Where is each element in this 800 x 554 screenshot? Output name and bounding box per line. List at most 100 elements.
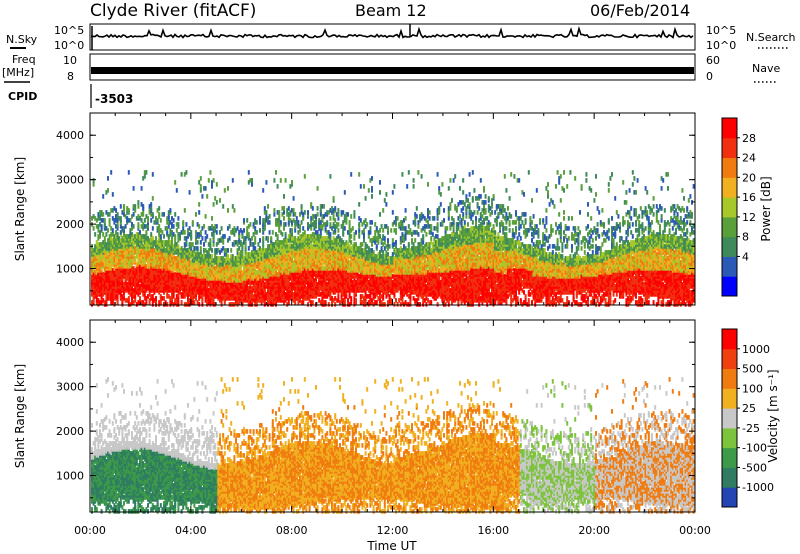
echo-cell (129, 252, 132, 257)
echo-cell (260, 248, 263, 253)
echo-cell (95, 218, 98, 223)
echo-cell (151, 236, 154, 241)
echo-cell (179, 276, 181, 281)
echo-cell (182, 294, 185, 299)
echo-cell (284, 222, 287, 227)
echo-cell (247, 224, 250, 229)
echo-cell (134, 246, 137, 251)
echo-cell (127, 296, 130, 301)
echo-cell (263, 206, 266, 211)
echo-cell (167, 220, 170, 225)
echo-cell (92, 182, 95, 187)
echo-cell (108, 266, 111, 271)
echo-cell (243, 280, 245, 285)
echo-cell (281, 232, 284, 237)
echo-cell (223, 280, 226, 285)
echo-cell (334, 228, 337, 233)
echo-cell (223, 248, 226, 253)
echo-cell (100, 300, 103, 305)
echo-cell (212, 258, 215, 263)
echo-cell (350, 300, 353, 305)
echo-cell (126, 216, 129, 221)
echo-cell (223, 252, 226, 257)
echo-cell (262, 188, 265, 193)
echo-cell (262, 218, 265, 223)
echo-cell (303, 210, 306, 215)
echo-cell (220, 248, 223, 253)
echo-cell (342, 210, 345, 215)
echo-cell (102, 240, 105, 245)
echo-cell (297, 220, 300, 225)
echo-cell (233, 280, 236, 285)
echo-cell (188, 226, 191, 231)
echo-cell (140, 234, 143, 239)
nsearch-label: N.Search (746, 31, 796, 44)
echo-cell (105, 232, 108, 237)
echo-cell (337, 208, 340, 213)
echo-cell (123, 232, 125, 237)
echo-cell (127, 302, 130, 307)
echo-cell (171, 216, 173, 221)
echo-cell (251, 302, 253, 307)
echo-cell (267, 284, 269, 289)
echo-cell (233, 286, 236, 291)
cpid-label: CPID (8, 90, 37, 103)
echo-cell (159, 244, 162, 249)
echo-cell (227, 248, 229, 253)
echo-cell (198, 202, 201, 207)
echo-cell (153, 254, 156, 259)
echo-cell (195, 278, 197, 283)
echo-cell (158, 236, 161, 241)
echo-cell (185, 240, 188, 245)
echo-cell (195, 212, 197, 217)
echo-cell (201, 254, 204, 259)
echo-cell (163, 234, 165, 239)
echo-cell (94, 252, 97, 257)
echo-cell (110, 236, 113, 241)
echo-cell (204, 236, 207, 241)
echo-cell (263, 272, 266, 277)
echo-cell (233, 240, 236, 245)
echo-cell (235, 228, 237, 233)
echo-cell (156, 276, 159, 281)
echo-cell (207, 226, 210, 231)
echo-cell (270, 236, 273, 241)
echo-cell (135, 262, 138, 267)
echo-cell (235, 240, 237, 245)
echo-cell (92, 272, 95, 277)
echo-cell (284, 232, 287, 237)
echo-cell (348, 224, 351, 229)
echo-cell (140, 278, 143, 283)
echo-cell (188, 232, 191, 237)
echo-cell (254, 240, 257, 245)
echo-cell (97, 292, 100, 297)
echo-cell (126, 206, 129, 211)
echo-cell (150, 202, 153, 207)
echo-cell (116, 224, 119, 229)
echo-cell (129, 246, 132, 251)
echo-cell (99, 266, 101, 271)
echo-cell (270, 244, 273, 249)
echo-cell (267, 302, 269, 307)
echo-cell (169, 240, 172, 245)
echo-cell (95, 240, 98, 245)
power-heatmap (91, 170, 695, 307)
echo-cell (92, 226, 95, 231)
echo-cell (187, 296, 189, 301)
echo-cell (124, 276, 127, 281)
echo-cell (166, 226, 169, 231)
echo-cell (115, 218, 117, 223)
echo-cell (107, 176, 109, 181)
echo-cell (119, 216, 122, 221)
echo-cell (278, 210, 281, 215)
echo-cell (359, 218, 362, 223)
echo-cell (161, 286, 164, 291)
echo-cell (332, 196, 335, 201)
echo-cell (148, 274, 151, 279)
echo-cell (119, 224, 122, 229)
echo-cell (95, 224, 98, 229)
echo-cell (100, 224, 103, 229)
echo-cell (163, 288, 165, 293)
echo-cell (158, 224, 161, 229)
